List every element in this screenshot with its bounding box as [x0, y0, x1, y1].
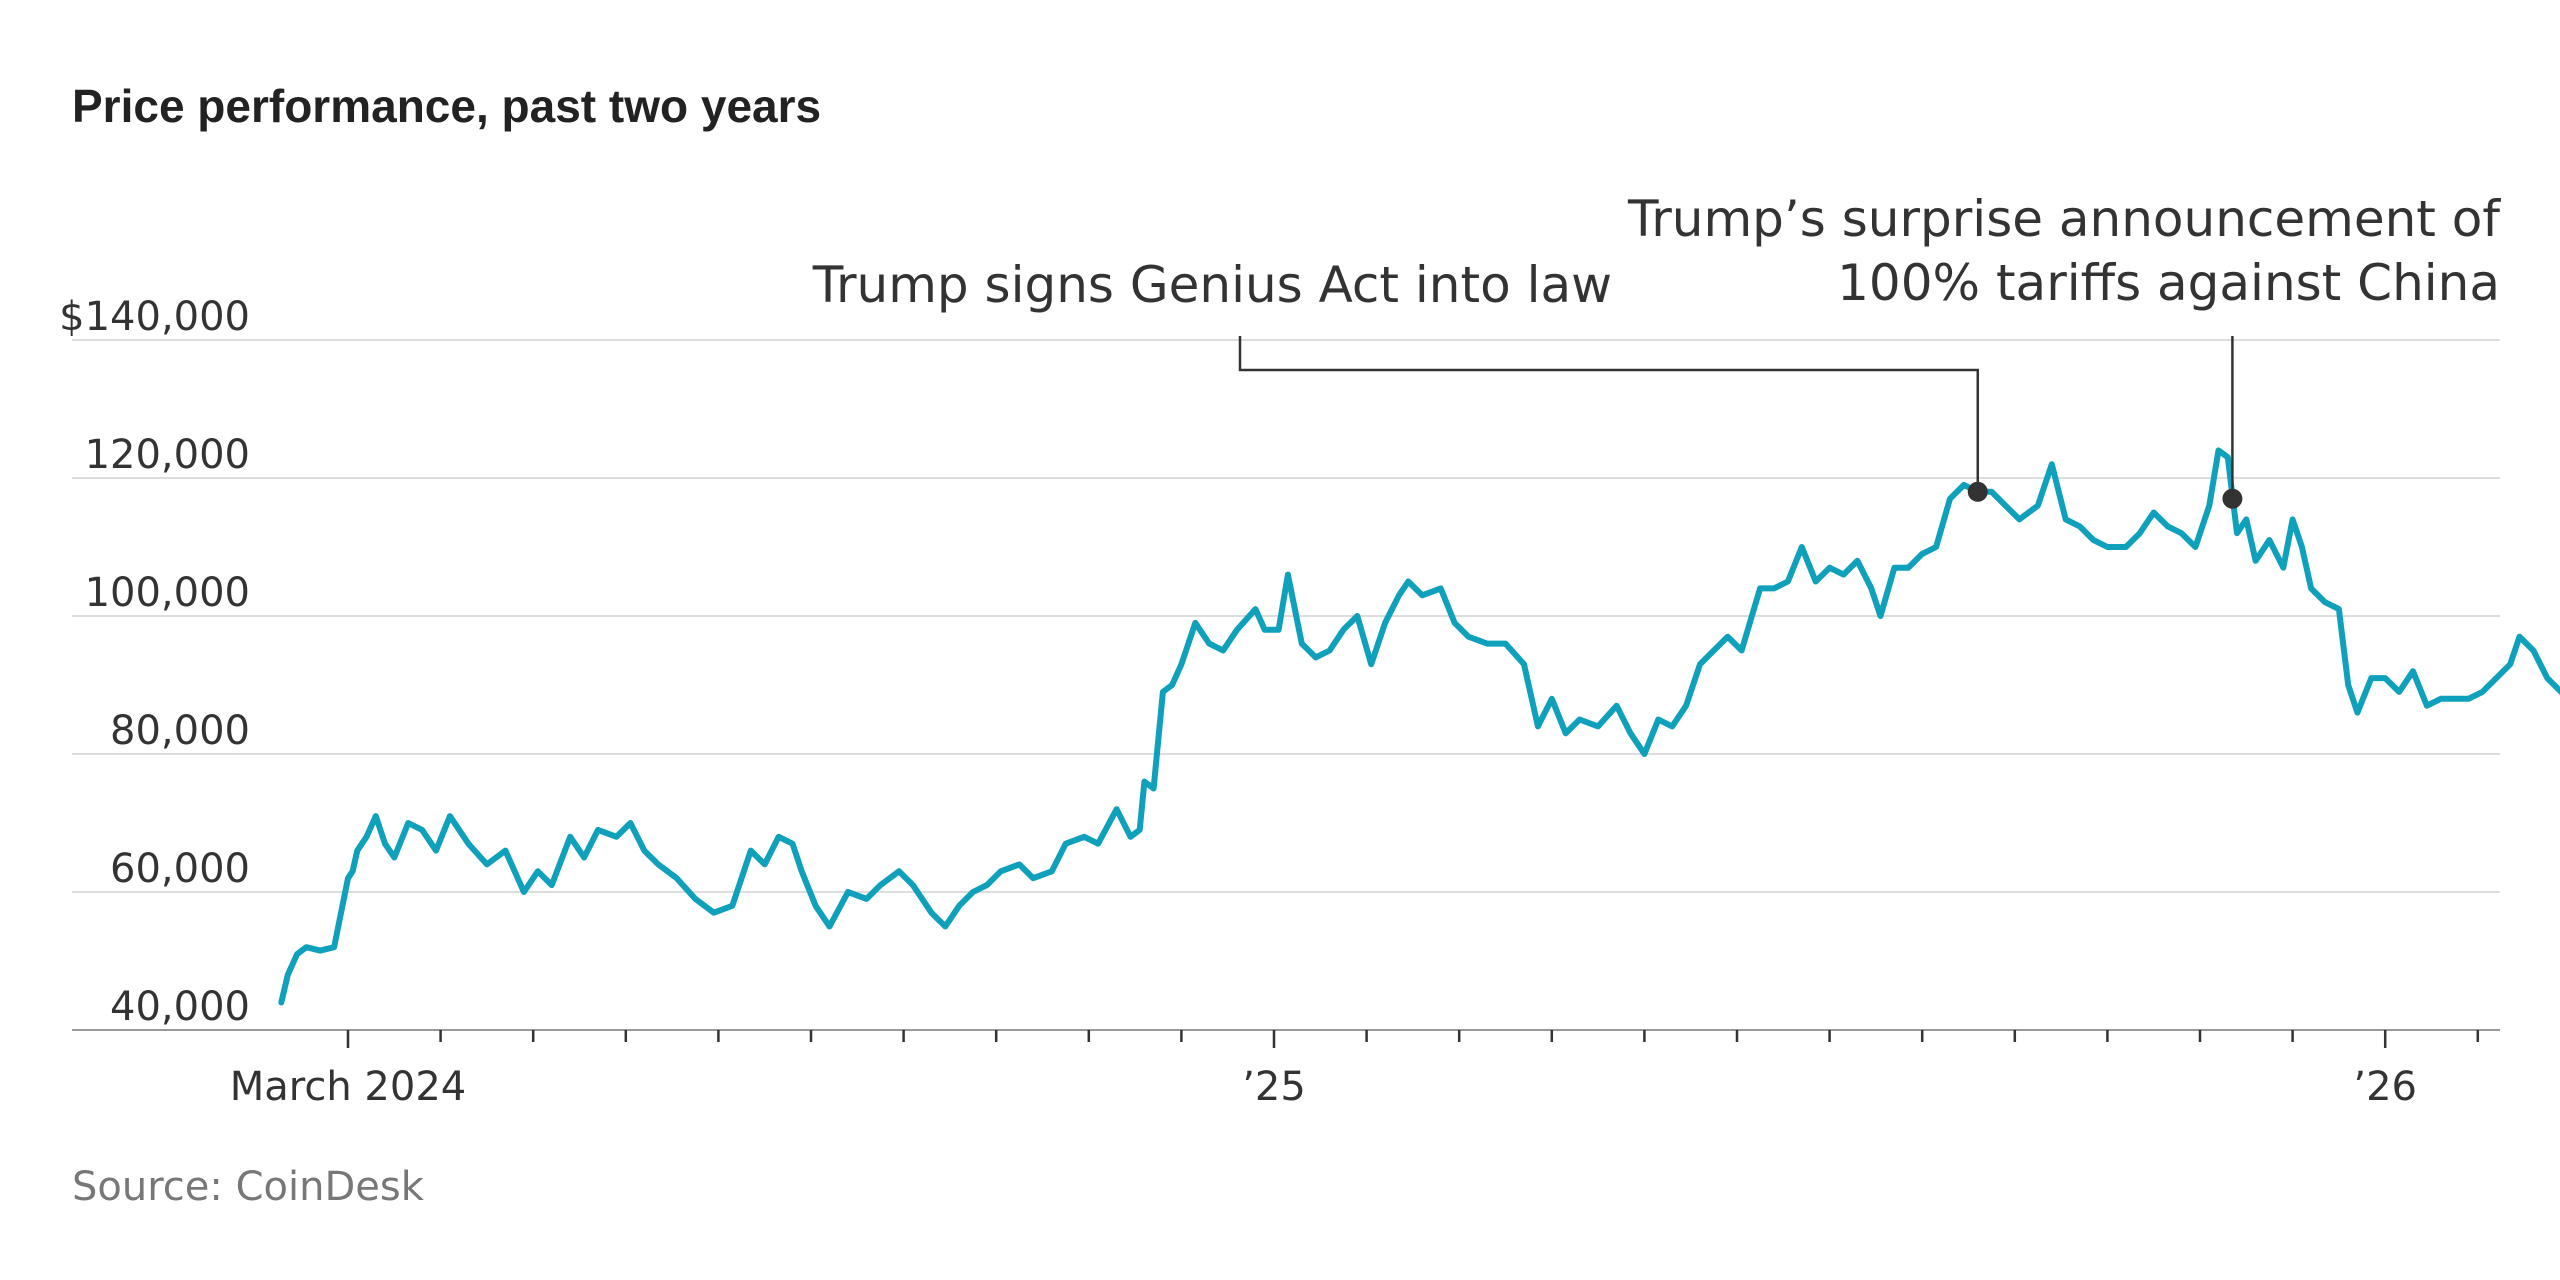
gridlines	[72, 339, 2500, 893]
y-tick-label: 60,000	[110, 846, 250, 892]
series-layer	[278, 447, 2560, 1006]
y-tick-label: 100,000	[85, 570, 250, 616]
annotation-leader	[1238, 336, 1980, 492]
y-tick-label: 120,000	[85, 432, 250, 478]
x-axis-ticks	[346, 1030, 2480, 1048]
chart-title: Price performance, past two years	[72, 80, 821, 132]
x-tick-label: ’25	[1242, 1064, 1306, 1110]
y-tick-label: 40,000	[110, 984, 250, 1030]
x-axis-labels: March 2024 ’25 ’26	[230, 1064, 2417, 1110]
annotation-marker	[1967, 481, 1988, 502]
x-tick-label: ’26	[2353, 1064, 2417, 1110]
annotation-marker	[2222, 488, 2243, 509]
annotation-text: Trump’s surprise announcement of	[1627, 190, 2501, 248]
y-tick-label: $140,000	[59, 294, 250, 340]
y-tick-label: 80,000	[110, 708, 250, 754]
annotation-tariffs: Trump’s surprise announcement of 100% tar…	[1627, 190, 2501, 509]
annotation-genius-act: Trump signs Genius Act into law	[812, 256, 1988, 502]
annotation-text: 100% tariffs against China	[1837, 254, 2500, 312]
source-note: Source: CoinDesk	[72, 1164, 425, 1210]
annotation-text: Trump signs Genius Act into law	[812, 256, 1612, 314]
y-axis-labels: $140,000 120,000 100,000 80,000 60,000 40,000	[59, 294, 250, 1030]
x-tick-label: March 2024	[230, 1064, 466, 1110]
annotations: Trump signs Genius Act into law Trump’s s…	[812, 190, 2501, 509]
price-line	[278, 447, 2560, 1006]
